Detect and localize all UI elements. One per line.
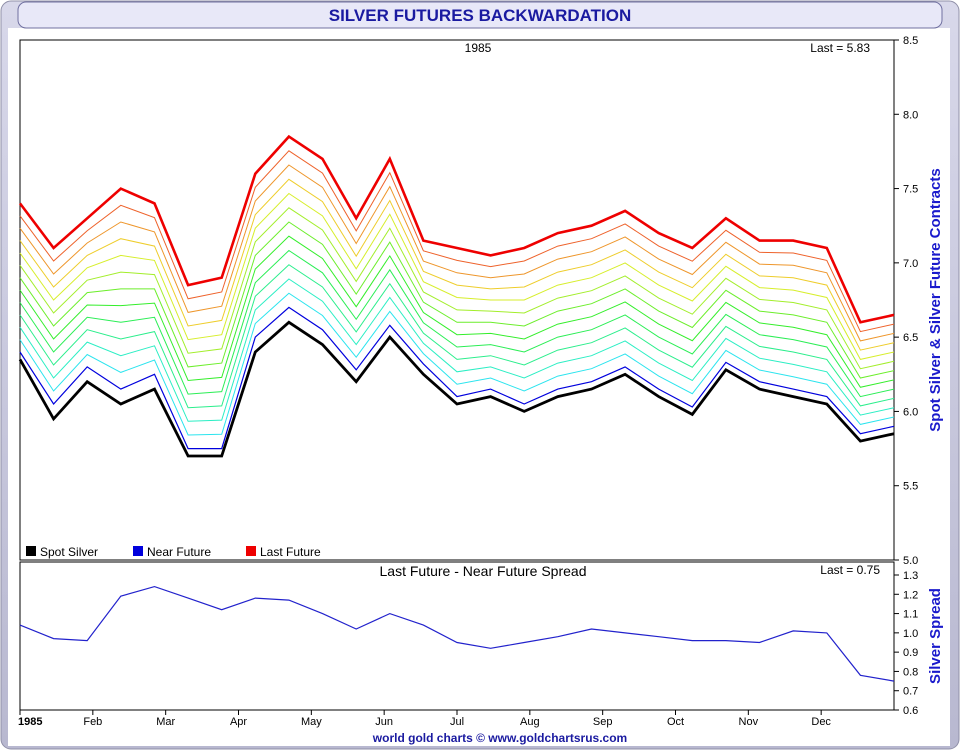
title-bar: [17, 1, 943, 29]
main-y-axis-label: Spot Silver & Silver Future Contracts: [927, 168, 944, 431]
legend-swatch-near: [133, 546, 143, 556]
x-tick-label: 1985: [18, 716, 42, 728]
x-tick-label: Apr: [230, 716, 247, 728]
footer-credit: world gold charts © www.goldchartsrus.co…: [372, 731, 627, 745]
spread-y-axis-label: Silver Spread: [927, 588, 944, 684]
x-tick-label: Feb: [83, 716, 102, 728]
x-axis: 1985 Feb Mar Apr May Jun Jul Aug Sep Oct Nov Dec: [18, 710, 831, 728]
spread-y-tick-label: 1.0: [903, 628, 918, 640]
main-y-tick-label: 5.0: [903, 555, 918, 567]
x-tick-label: Sep: [593, 716, 613, 728]
spread-last-value: Last = 0.75: [820, 563, 880, 577]
contract-line-6: [19, 221, 895, 379]
spread-line: [19, 585, 895, 682]
x-tick-label: May: [301, 716, 322, 728]
contract-line-11: [19, 150, 895, 333]
contract-line-4: [19, 249, 895, 398]
x-tick-label: Jul: [450, 716, 464, 728]
chart-title: SILVER FUTURES BACKWARDATION: [329, 6, 632, 25]
spread-y-tick-label: 1.3: [903, 570, 918, 582]
spread-y-tick-label: 1.2: [903, 589, 918, 601]
legend-swatch-spot: [26, 546, 36, 556]
contract-line-1: [19, 292, 895, 436]
main-y-tick-label: 8.5: [903, 35, 918, 47]
spread-y-tick-label: 0.6: [903, 705, 918, 717]
contract-line-3: [19, 264, 895, 409]
main-y-tick-label: 5.5: [903, 481, 918, 493]
legend-swatch-last: [246, 546, 256, 556]
main-panel: 8.5 8.0 7.5 7.0 6.5 6.0 5.5 5.0 1985 Last = 5.8…: [18, 35, 944, 567]
legend-label-last: Last Future: [260, 545, 321, 559]
spot-silver-line: [18, 320, 895, 458]
main-y-tick-label: 6.0: [903, 406, 918, 418]
x-tick-label: Nov: [739, 716, 759, 728]
contract-line-9: [19, 178, 895, 351]
contract-line-8: [19, 192, 895, 360]
spread-y-tick-label: 0.9: [903, 647, 918, 659]
main-y-tick-label: 7.5: [903, 184, 918, 196]
main-y-tick-label: 6.5: [903, 332, 918, 344]
spread-y-tick-label: 1.1: [903, 609, 918, 621]
spread-y-tick-label: 0.7: [903, 686, 918, 698]
x-tick-label: Dec: [811, 716, 831, 728]
legend-label-spot: Spot Silver: [40, 545, 98, 559]
x-tick-label: Aug: [520, 716, 540, 728]
near-future-line: [19, 306, 895, 450]
last-future-line: [18, 134, 895, 324]
legend-label-near: Near Future: [147, 545, 211, 559]
x-tick-label: Oct: [667, 716, 684, 728]
spread-title: Last Future - Near Future Spread: [380, 563, 587, 579]
contract-line-10: [19, 164, 895, 342]
main-y-tick-label: 7.0: [903, 258, 918, 270]
chart-canvas: [8, 28, 950, 746]
contract-line-5: [19, 235, 895, 388]
spread-panel: 1.3 1.2 1.1 1.0 0.9 0.8 0.7 0.6 Last Future - N…: [19, 561, 944, 717]
main-y-tick-label: 8.0: [903, 109, 918, 121]
x-tick-label: Jun: [375, 716, 393, 728]
contract-line-2: [19, 278, 895, 422]
main-last-value: Last = 5.83: [810, 41, 870, 55]
x-tick-label: Mar: [156, 716, 175, 728]
main-subtitle: 1985: [465, 41, 492, 55]
contract-line-7: [19, 207, 895, 370]
spread-y-tick-label: 0.8: [903, 666, 918, 678]
legend: Spot Silver Near Future Last Future: [26, 545, 321, 559]
